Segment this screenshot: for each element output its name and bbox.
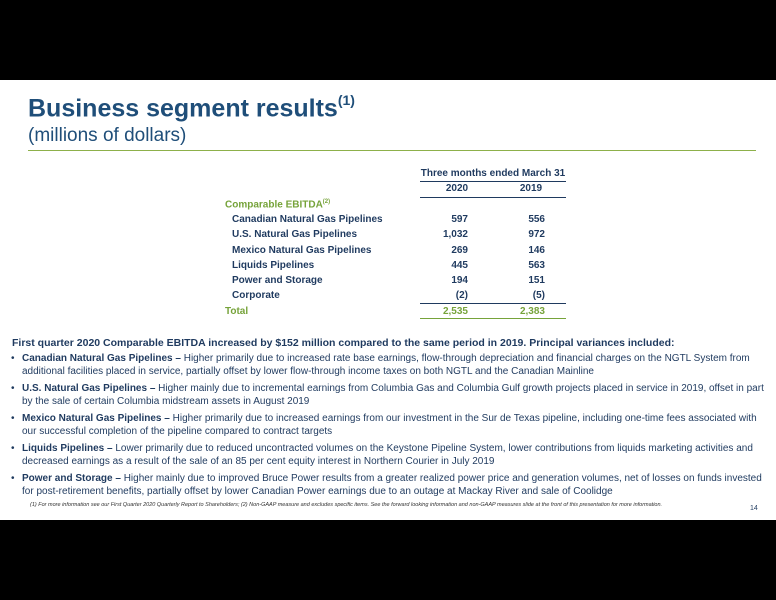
row-label: U.S. Natural Gas Pipelines [232, 229, 358, 240]
row-value-2020: 269 [451, 245, 468, 256]
row-value-2020: 445 [451, 260, 468, 271]
bullet-text: Higher mainly due to incremental earning… [22, 383, 764, 407]
total-label: Total [225, 306, 249, 317]
variance-list: • Canadian Natural Gas Pipelines – Higher… [10, 352, 766, 502]
bullet-text: Higher primarily due to increased earnin… [22, 413, 757, 437]
row-label: Mexico Natural Gas Pipelines [232, 245, 372, 256]
year-header-2019: 2019 [519, 183, 543, 194]
title-footnote-ref: (1) [337, 92, 355, 108]
row-label: Liquids Pipelines [232, 260, 315, 271]
row-value-2019: 563 [528, 260, 545, 271]
row-value-2019: 556 [528, 214, 545, 225]
year-underline [420, 197, 566, 198]
slide: Business segment results(1) (millions of… [0, 80, 776, 520]
list-item: • Mexico Natural Gas Pipelines – Higher p… [11, 413, 757, 437]
total-value-2020: 2,535 [442, 306, 468, 317]
summary-text: First quarter 2020 Comparable EBITDA inc… [12, 337, 675, 349]
period-header: Three months ended March 31 [420, 168, 566, 179]
row-value-2020: 1,032 [442, 229, 468, 240]
row-value-2020: 597 [451, 214, 468, 225]
list-item: • U.S. Natural Gas Pipelines – Higher mai… [11, 383, 764, 407]
total-underline [420, 318, 566, 319]
footnote: (1) For more information see our First Q… [30, 502, 663, 508]
section-label: Comparable EBITDA(2) [225, 199, 331, 211]
period-underline [420, 181, 566, 182]
title-divider [28, 150, 756, 151]
row-value-2019: 972 [528, 229, 545, 240]
list-item: • Power and Storage – Higher mainly due t… [11, 473, 762, 497]
row-value-2019: 151 [528, 275, 545, 286]
bullet-text: Lower primarily due to reduced uncontrac… [22, 443, 753, 467]
row-label: Power and Storage [232, 275, 323, 286]
row-value-2019: 146 [528, 245, 545, 256]
bullet-heading: Mexico Natural Gas Pipelines – [22, 413, 170, 424]
page-number: 14 [750, 505, 758, 512]
row-label: Corporate [232, 290, 280, 301]
page-title: Business segment results(1) [28, 92, 355, 123]
page-subtitle: (millions of dollars) [28, 125, 187, 146]
bullet-text: Higher mainly due to improved Bruce Powe… [22, 473, 762, 497]
bullet-text: Higher primarily due to increased rate b… [22, 353, 750, 377]
bullet-heading: Power and Storage – [22, 473, 121, 484]
total-value-2019: 2,383 [519, 306, 545, 317]
year-header-2020: 2020 [445, 183, 469, 194]
row-value-2020: 194 [451, 275, 468, 286]
bullet-heading: U.S. Natural Gas Pipelines – [22, 383, 156, 394]
row-label: Canadian Natural Gas Pipelines [232, 214, 383, 225]
bullet-heading: Liquids Pipelines – [22, 443, 113, 454]
bullet-heading: Canadian Natural Gas Pipelines – [22, 353, 181, 364]
list-item: • Liquids Pipelines – Lower primarily due… [11, 443, 753, 467]
list-item: • Canadian Natural Gas Pipelines – Higher… [11, 353, 750, 377]
row-value-2020: (2) [455, 290, 468, 301]
row-value-2019: (5) [532, 290, 545, 301]
total-rule [420, 303, 566, 304]
